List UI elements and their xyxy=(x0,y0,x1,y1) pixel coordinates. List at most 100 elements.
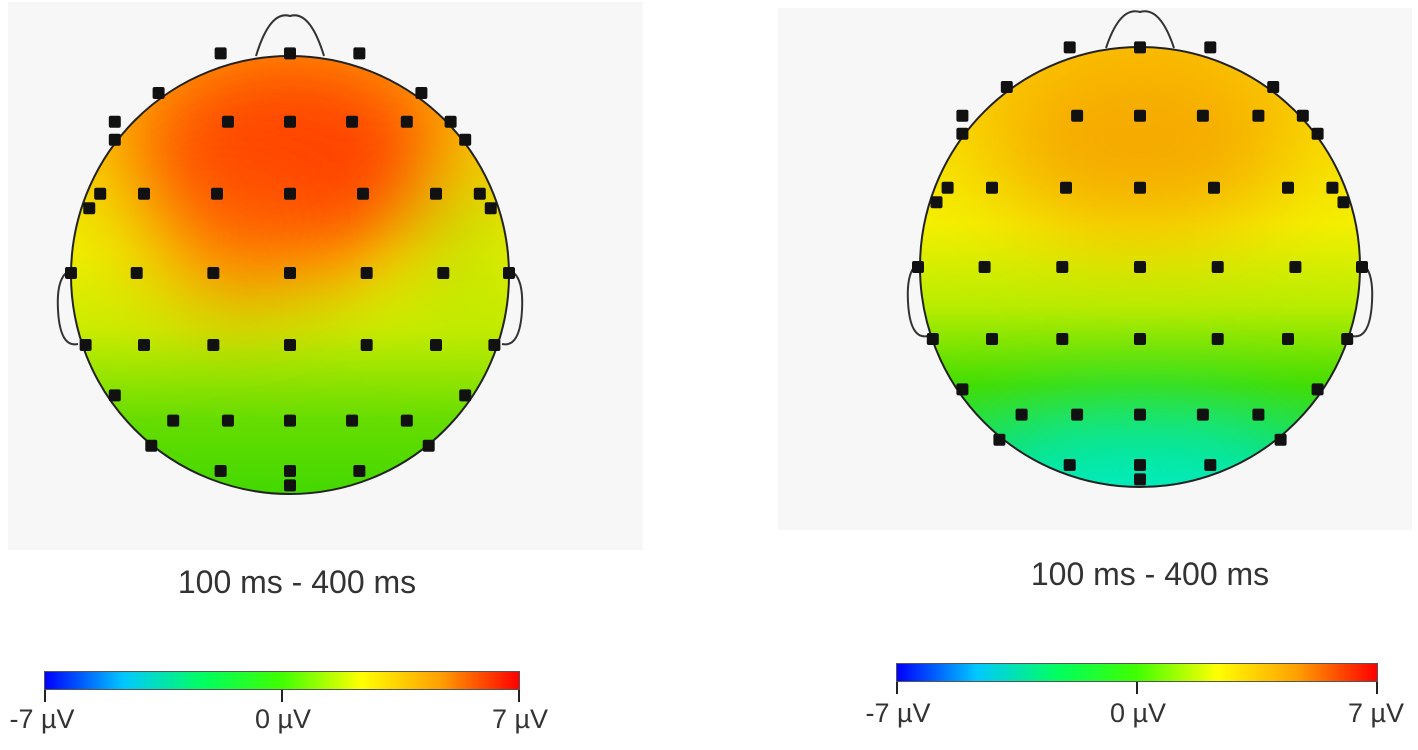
electrode-marker xyxy=(94,187,107,200)
colorbar-min-label-left: -7 µV xyxy=(9,704,75,734)
electrode-marker xyxy=(1134,473,1146,486)
electrode-marker xyxy=(430,339,442,351)
ear-left-left xyxy=(56,269,79,346)
electrode-marker xyxy=(284,479,296,492)
electrode-marker xyxy=(978,261,991,273)
electrode-marker xyxy=(1341,333,1354,345)
electrode-marker xyxy=(1311,383,1324,396)
electrode-marker xyxy=(357,187,369,200)
electrode-marker xyxy=(360,339,373,351)
electrode-marker xyxy=(145,439,158,452)
electrode-marker xyxy=(1289,261,1302,273)
time-window-caption-right: 100 ms - 400 ms xyxy=(1030,556,1270,592)
electrode-marker xyxy=(284,339,296,351)
colorbar-min-label-right: -7 µV xyxy=(865,698,931,728)
electrode-marker xyxy=(1211,261,1224,273)
electrode-marker xyxy=(1000,81,1013,93)
electrode-marker xyxy=(488,339,501,351)
electrode-marker xyxy=(484,202,497,215)
electrode-marker xyxy=(1252,109,1265,122)
electrode-marker xyxy=(346,115,359,128)
colorbar-left xyxy=(44,671,520,690)
electrode-marker xyxy=(1060,181,1072,194)
electrode-marker xyxy=(956,109,969,122)
colorbar-tick-min-left xyxy=(44,690,46,702)
electrode-marker xyxy=(1267,81,1280,93)
electrode-marker xyxy=(1282,333,1294,345)
electrode-marker xyxy=(1337,196,1350,209)
electrode-marker xyxy=(1204,41,1217,54)
colorbar-right xyxy=(896,663,1378,682)
electrode-marker xyxy=(1134,408,1146,421)
head-right xyxy=(906,10,1374,488)
electrode-marker xyxy=(1274,433,1287,446)
electrode-marker xyxy=(503,267,515,279)
electrode-marker xyxy=(211,187,223,200)
electrode-marker xyxy=(207,339,220,351)
electrode-marker xyxy=(167,414,180,427)
electrode-marker xyxy=(1326,181,1339,194)
electrode-marker xyxy=(79,339,92,351)
electrode-marker xyxy=(353,47,366,60)
colorbar-mid-label-right: 0 µV xyxy=(1109,698,1167,728)
electrode-marker xyxy=(214,465,227,477)
electrode-marker xyxy=(1204,459,1217,471)
electrode-marker xyxy=(1134,459,1146,471)
ear-right-left xyxy=(501,269,524,346)
electrode-marker xyxy=(956,127,969,140)
electrode-marker xyxy=(108,115,121,128)
colorbar-mid-label-left: 0 µV xyxy=(254,704,312,734)
electrode-marker xyxy=(221,414,234,427)
electrode-marker xyxy=(926,333,939,345)
electrode-marker xyxy=(473,187,486,200)
electrode-marker xyxy=(1196,109,1209,122)
electrode-marker xyxy=(284,267,296,279)
electrode-marker xyxy=(108,133,121,146)
colorbar-tick-max-right xyxy=(1376,682,1378,694)
electrode-marker xyxy=(1056,261,1069,273)
colorbar-tick-min-right xyxy=(896,682,898,694)
colorbar-tick-mid-left xyxy=(281,690,283,702)
electrode-marker xyxy=(986,181,998,194)
electrode-marker xyxy=(1296,109,1309,122)
electrodes-left xyxy=(65,47,515,492)
electrode-marker xyxy=(1311,127,1324,140)
electrode-marker xyxy=(415,87,428,99)
electrode-marker xyxy=(912,261,924,273)
electrode-marker xyxy=(1282,181,1294,194)
electrode-marker xyxy=(956,383,969,396)
nose-right xyxy=(1105,10,1175,49)
electrode-marker xyxy=(1134,181,1146,194)
electrode-marker xyxy=(214,47,227,60)
electrode-marker xyxy=(430,187,442,200)
head-left xyxy=(56,14,524,495)
electrode-marker xyxy=(1134,261,1146,273)
electrode-marker xyxy=(284,115,296,128)
electrode-marker xyxy=(360,267,373,279)
electrode-marker xyxy=(346,414,359,427)
electrode-marker xyxy=(400,414,413,427)
electrode-marker xyxy=(221,115,234,128)
electrode-marker xyxy=(138,187,150,200)
electrode-marker xyxy=(152,87,165,99)
electrode-marker xyxy=(1211,333,1224,345)
electrode-marker xyxy=(284,47,296,60)
electrode-marker xyxy=(400,115,413,128)
electrode-marker xyxy=(284,465,296,477)
electrode-marker xyxy=(437,267,450,279)
electrode-marker xyxy=(1208,181,1220,194)
electrode-marker xyxy=(207,267,220,279)
electrode-marker xyxy=(459,389,472,402)
electrode-marker xyxy=(1071,109,1084,122)
electrode-marker xyxy=(1015,408,1028,421)
electrode-marker xyxy=(353,465,366,477)
electrode-marker xyxy=(1063,41,1076,54)
electrode-marker xyxy=(1196,408,1209,421)
electrode-marker xyxy=(65,267,77,279)
nose-left xyxy=(255,14,325,57)
colorbar-max-label-right: 7 µV xyxy=(1347,698,1405,728)
electrode-marker xyxy=(284,414,296,427)
electrode-marker xyxy=(422,439,435,452)
electrode-marker xyxy=(459,133,472,146)
